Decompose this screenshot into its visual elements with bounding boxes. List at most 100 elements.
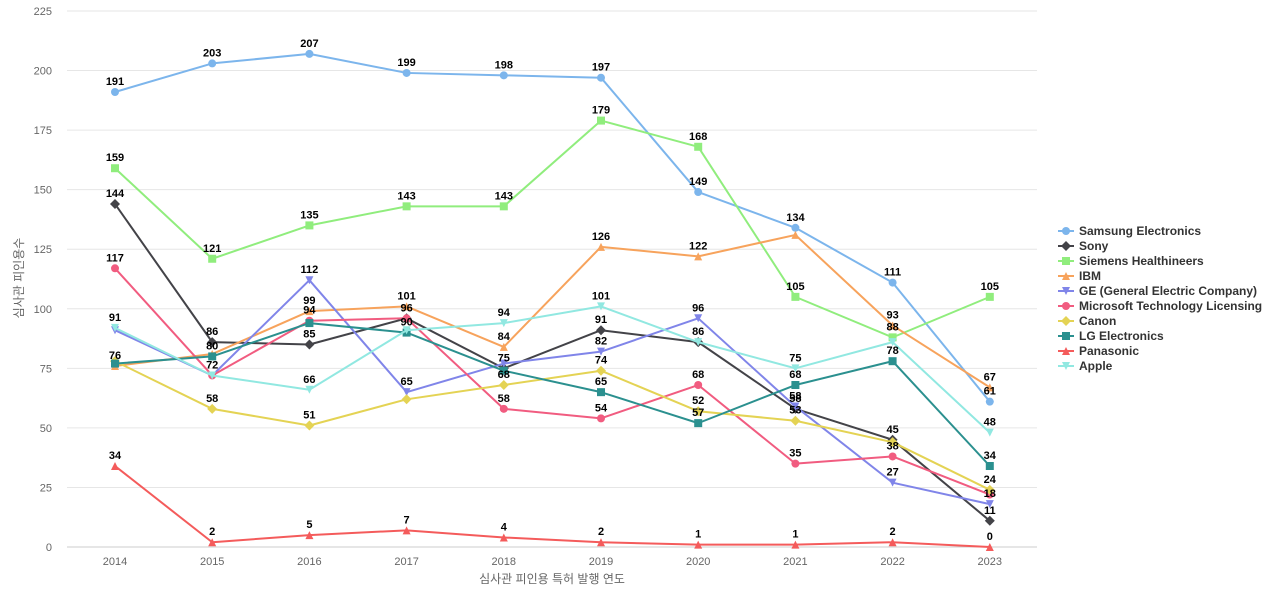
data-point (111, 359, 119, 368)
data-label: 53 (789, 405, 801, 417)
data-label: 68 (692, 369, 704, 381)
legend-item[interactable]: Canon (1058, 314, 1116, 328)
legend-item[interactable]: Sony (1058, 239, 1109, 253)
legend-item[interactable]: Apple (1058, 359, 1113, 373)
y-axis-ticks: 0 25 50 75 100 125 150 175 200 225 (34, 6, 52, 554)
data-point (694, 314, 703, 323)
data-label: 149 (689, 176, 707, 188)
legend-label: Sony (1079, 239, 1109, 253)
y-tick-label: 0 (46, 542, 52, 554)
legend-marker (1062, 347, 1070, 355)
data-point (985, 462, 994, 471)
data-label: 117 (106, 252, 124, 264)
data-point (402, 526, 411, 535)
series-group (110, 49, 995, 551)
y-tick-label: 150 (34, 185, 52, 197)
data-point (402, 326, 411, 335)
series-line (114, 360, 991, 491)
data-label: 96 (692, 302, 704, 314)
data-label: 18 (984, 488, 996, 500)
data-point (694, 381, 703, 390)
series-line (114, 305, 991, 434)
legend-label: Samsung Electronics (1079, 224, 1201, 238)
series-line (114, 119, 991, 339)
legend-item[interactable]: Panasonic (1058, 344, 1139, 358)
data-point (208, 371, 217, 380)
data-point (694, 540, 703, 549)
data-point (305, 319, 314, 328)
data-point (304, 339, 315, 350)
data-label: 144 (106, 188, 125, 200)
data-point (305, 49, 314, 58)
series-line (114, 203, 991, 522)
data-label: 122 (689, 240, 707, 252)
series-line (114, 52, 991, 403)
data-label: 86 (206, 326, 218, 338)
series-2 (111, 116, 994, 342)
data-point (499, 342, 508, 351)
data-point (985, 397, 994, 406)
data-label: 52 (692, 395, 704, 407)
data-label: 72 (206, 359, 218, 371)
data-label: 168 (689, 131, 707, 143)
data-label: 58 (789, 393, 801, 405)
data-point (694, 419, 703, 428)
data-label: 66 (303, 374, 315, 386)
y-axis-title: 심사관 피인용수 (12, 238, 26, 319)
data-label: 179 (592, 105, 610, 117)
legend-label: Apple (1079, 359, 1113, 373)
legend-item[interactable]: Microsoft Technology Licensing (1058, 299, 1262, 313)
data-label: 68 (789, 369, 801, 381)
data-point (208, 59, 217, 68)
legend-item[interactable]: Samsung Electronics (1058, 224, 1201, 238)
series-5 (111, 264, 994, 499)
data-label: 203 (203, 47, 221, 59)
data-label: 197 (592, 62, 610, 74)
legend-marker (1061, 241, 1071, 251)
legend-marker (1062, 257, 1070, 265)
data-point (791, 459, 800, 468)
series-9 (111, 302, 994, 437)
data-point (597, 302, 605, 311)
data-label: 76 (109, 350, 121, 362)
data-label: 105 (786, 281, 804, 293)
legend-marker (1062, 302, 1070, 310)
x-tick-label: 2018 (492, 556, 516, 568)
data-point (111, 462, 119, 471)
data-point (597, 347, 605, 356)
data-point (499, 533, 508, 542)
data-point (888, 478, 897, 487)
legend-marker (1062, 287, 1070, 295)
data-label: 94 (303, 305, 316, 317)
data-point (597, 538, 605, 547)
data-point (985, 292, 994, 301)
series-line (114, 233, 991, 389)
data-point (111, 264, 119, 273)
legend-item[interactable]: Siemens Healthineers (1058, 254, 1204, 268)
data-label: 82 (595, 336, 607, 348)
data-point (791, 381, 800, 390)
data-point (888, 338, 897, 347)
data-label: 143 (495, 190, 513, 202)
data-point (402, 202, 411, 211)
x-tick-label: 2021 (783, 556, 807, 568)
data-label: 101 (397, 290, 415, 302)
data-point (985, 543, 994, 551)
data-point (694, 338, 703, 347)
data-point (694, 142, 703, 151)
data-point (790, 415, 801, 426)
data-label: 135 (300, 209, 318, 221)
data-point (110, 198, 120, 209)
data-label: 1 (792, 529, 798, 541)
legend-label: Siemens Healthineers (1079, 254, 1204, 268)
legend-item[interactable]: GE (General Electric Company) (1058, 284, 1257, 298)
legend-item[interactable]: LG Electronics (1058, 329, 1164, 343)
data-label: 207 (300, 38, 318, 50)
legend-item[interactable]: IBM (1058, 269, 1101, 283)
y-tick-label: 75 (40, 363, 52, 375)
legend-marker (1062, 227, 1070, 235)
data-label: 191 (106, 76, 124, 88)
data-point (305, 276, 314, 285)
